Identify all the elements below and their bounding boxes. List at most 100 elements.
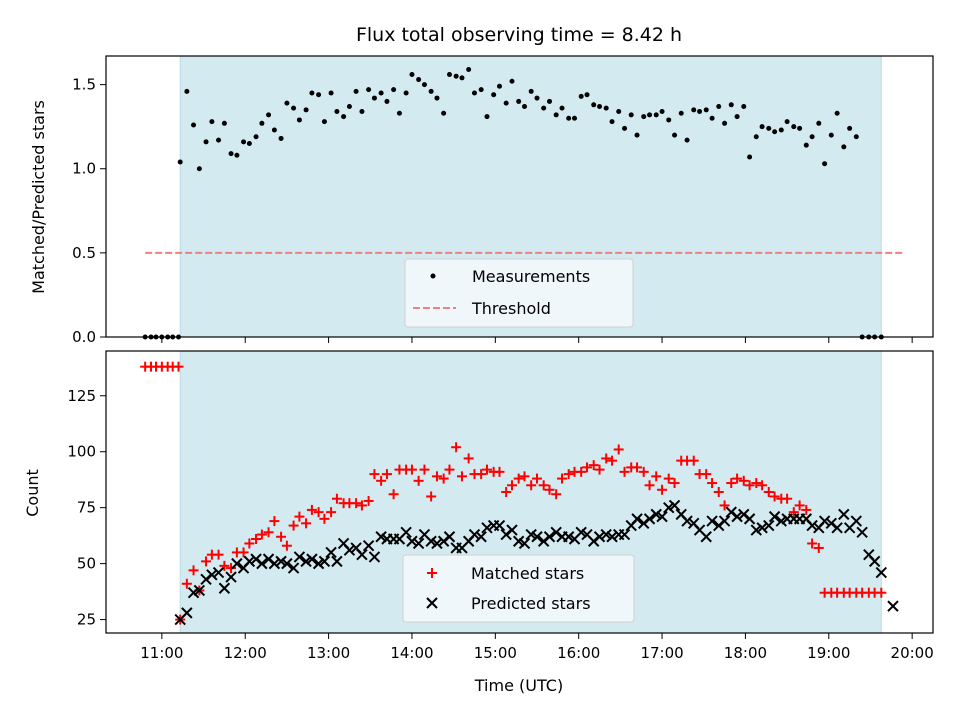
measurement-point (234, 152, 240, 158)
measurement-point (797, 125, 803, 131)
matched-stars-point (219, 560, 230, 571)
predicted-stars-point (668, 499, 681, 512)
matched-stars-point (326, 507, 337, 518)
measurement-point (647, 112, 653, 118)
predicted-stars-point (618, 528, 631, 541)
measurement-point (334, 109, 340, 115)
matched-stars-point (644, 480, 655, 491)
matched-stars-point (226, 563, 237, 574)
matched-stars-point (313, 507, 324, 518)
measurement-point (678, 110, 684, 116)
predicted-stars-point (506, 524, 518, 536)
measurement-point (828, 132, 834, 138)
measurement-point (384, 98, 390, 104)
predicted-stars-point (468, 528, 481, 541)
measurement-point (728, 102, 734, 108)
matched-stars-point (456, 471, 467, 482)
predicted-stars-point (225, 571, 237, 583)
predicted-stars-point (362, 540, 375, 552)
matched-stars-point (288, 520, 299, 531)
measurement-point (228, 151, 234, 157)
measurement-point (816, 120, 822, 126)
measurement-point (403, 90, 409, 96)
predicted-stars-point (293, 551, 306, 563)
matched-stars-point (782, 493, 793, 504)
matched-stars-point (406, 464, 417, 475)
ratio-ytick-label: 0.5 (72, 244, 96, 262)
measurement-point (359, 109, 365, 115)
matched-stars-point (701, 469, 712, 480)
matched-stars-legend-label: Matched stars (471, 564, 584, 583)
measurement-point (203, 139, 209, 145)
ratio-x-tick-marks (161, 337, 913, 343)
ratio-panel: 0.0 0.5 1.0 1.5 Matched/Predicted stars Mea… (29, 55, 934, 346)
predicted-stars-point (443, 531, 456, 543)
measurement-point (853, 134, 859, 140)
measurement-point (366, 87, 372, 93)
predicted-stars-legend-marker (426, 597, 438, 609)
predicted-stars-point (412, 537, 425, 550)
measurement-point (259, 120, 265, 126)
measurement-point (553, 112, 559, 118)
ratio-y-ticks: 0.0 0.5 1.0 1.5 (72, 76, 106, 346)
matched-stars-point (719, 500, 730, 511)
matched-stars-point (256, 529, 267, 540)
measurement-point (471, 90, 477, 96)
measurement-point (496, 83, 502, 89)
matched-stars-point (201, 556, 212, 567)
matched-stars-point (813, 542, 824, 553)
xtick-label: 13:00 (307, 644, 350, 662)
matched-stars-point (563, 469, 574, 480)
predicted-stars-point (756, 522, 768, 534)
matched-stars-point (413, 475, 424, 486)
measurement-point (177, 159, 183, 165)
matched-stars-point (319, 513, 330, 524)
count-series-1 (174, 499, 899, 626)
predicted-stars-point (700, 531, 712, 543)
predicted-stars-point (875, 566, 888, 579)
measurement-point (421, 82, 427, 88)
predicted-stars-point (256, 557, 268, 570)
measurement-point (491, 92, 497, 98)
measurement-point (703, 107, 709, 113)
measurement-point (216, 137, 222, 143)
measurement-point (716, 103, 722, 109)
measurement-point (622, 125, 628, 131)
measurement-point (328, 90, 334, 96)
matched-stars-point (294, 511, 305, 522)
matched-stars-point (551, 489, 562, 500)
xtick-label: 18:00 (724, 644, 767, 662)
measurement-point (822, 161, 828, 167)
matched-stars-point (876, 587, 887, 598)
chart-title: Flux total observing time = 8.42 h (356, 24, 682, 46)
xtick-label: 17:00 (640, 644, 683, 662)
matched-stars-point (494, 466, 505, 477)
measurement-point (766, 125, 772, 131)
measurement-point (784, 119, 790, 125)
predicted-stars-point (193, 584, 206, 597)
measurement-point (378, 90, 384, 96)
matched-stars-point (726, 478, 737, 489)
measurement-point (566, 115, 572, 121)
matched-stars-point (638, 466, 649, 477)
x-axis-label: Time (UTC) (474, 676, 563, 695)
measurement-point (353, 88, 359, 94)
matched-stars-point (601, 453, 612, 464)
measurement-point (547, 98, 553, 104)
xtick-label: 20:00 (891, 644, 934, 662)
measurement-point (309, 90, 315, 96)
xtick-label: 19:00 (807, 644, 850, 662)
measurement-point (484, 114, 490, 120)
predicted-stars-point (831, 522, 843, 534)
predicted-stars-point (768, 510, 781, 523)
measurement-point (296, 117, 302, 123)
xtick-label: 11:00 (140, 644, 183, 662)
xtick-label: 14:00 (390, 644, 433, 662)
predicted-stars-point (343, 544, 356, 556)
threshold-legend-label: Threshold (471, 299, 551, 318)
count-panel: 25 50 75 100 125 11:00 12:00 13:00 14:00 15:00 16… (23, 350, 934, 695)
count-legend-box (402, 554, 635, 623)
ratio-ytick-label: 1.5 (72, 76, 96, 94)
matched-stars-point (426, 491, 437, 502)
matched-stars-point (532, 473, 543, 484)
